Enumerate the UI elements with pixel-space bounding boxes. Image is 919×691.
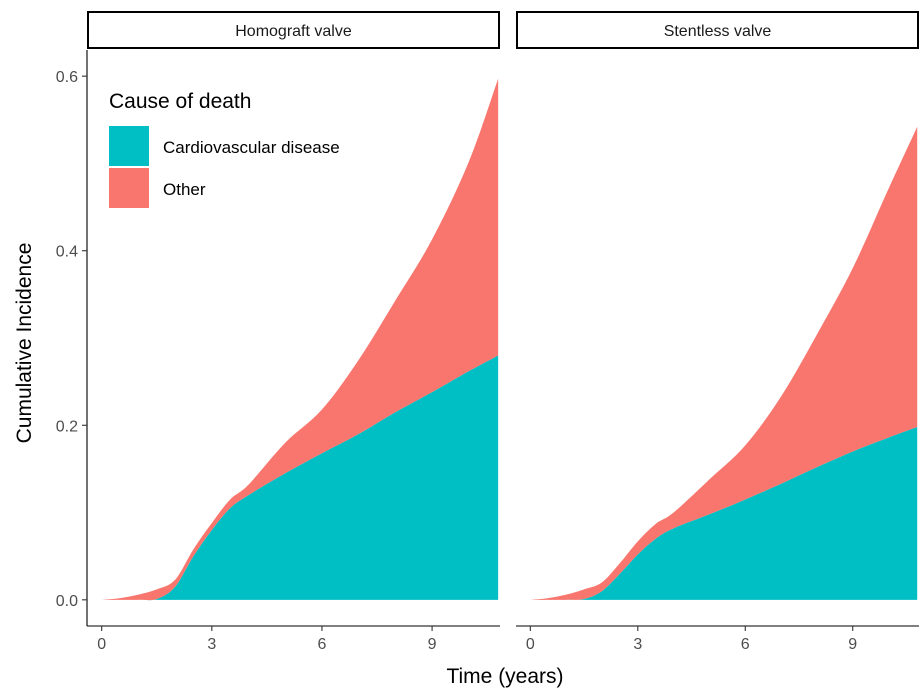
legend-title: Cause of death — [109, 90, 251, 113]
facet-strip — [87, 11, 500, 49]
x-tick-label: 3 — [633, 636, 642, 653]
area-other — [101, 78, 499, 601]
x-tick-label: 9 — [848, 636, 857, 653]
x-tick-label: 9 — [428, 636, 437, 653]
x-tick-label: 6 — [317, 636, 326, 653]
legend-swatch-other — [109, 168, 149, 208]
area-cardiovascular-disease — [101, 355, 499, 601]
x-tick-label: 0 — [526, 636, 535, 653]
y-tick-label: 0.2 — [56, 418, 78, 435]
x-tick-label: 3 — [207, 636, 216, 653]
legend-swatch-cardiovascular-disease — [109, 126, 149, 166]
legend-label-cardiovascular-disease: Cardiovascular disease — [163, 138, 340, 157]
panel-stentless-valve: Stentless valve 0 3 6 9 — [516, 11, 919, 653]
y-tick-label: 0.4 — [56, 244, 78, 261]
legend: Cause of death Cardiovascular disease Ot… — [109, 90, 340, 208]
facet-title: Homograft valve — [235, 23, 352, 40]
x-tick-label: 6 — [741, 636, 750, 653]
y-axis-title: Cumulative Incidence — [13, 243, 36, 444]
area-cardiovascular-disease — [530, 427, 918, 600]
area-other — [530, 126, 918, 600]
y-tick-label: 0.0 — [56, 593, 78, 610]
facet-title: Stentless valve — [664, 23, 772, 40]
y-axis: 0.0 0.2 0.4 0.6 — [56, 50, 88, 626]
facet-strip — [516, 11, 919, 49]
x-tick-label: 0 — [97, 636, 106, 653]
x-axis-title: Time (years) — [446, 665, 563, 688]
y-tick-label: 0.6 — [56, 69, 78, 86]
legend-label-other: Other — [163, 180, 206, 199]
panel-homograft-valve: Homograft valve 0 3 6 9 — [87, 11, 500, 653]
